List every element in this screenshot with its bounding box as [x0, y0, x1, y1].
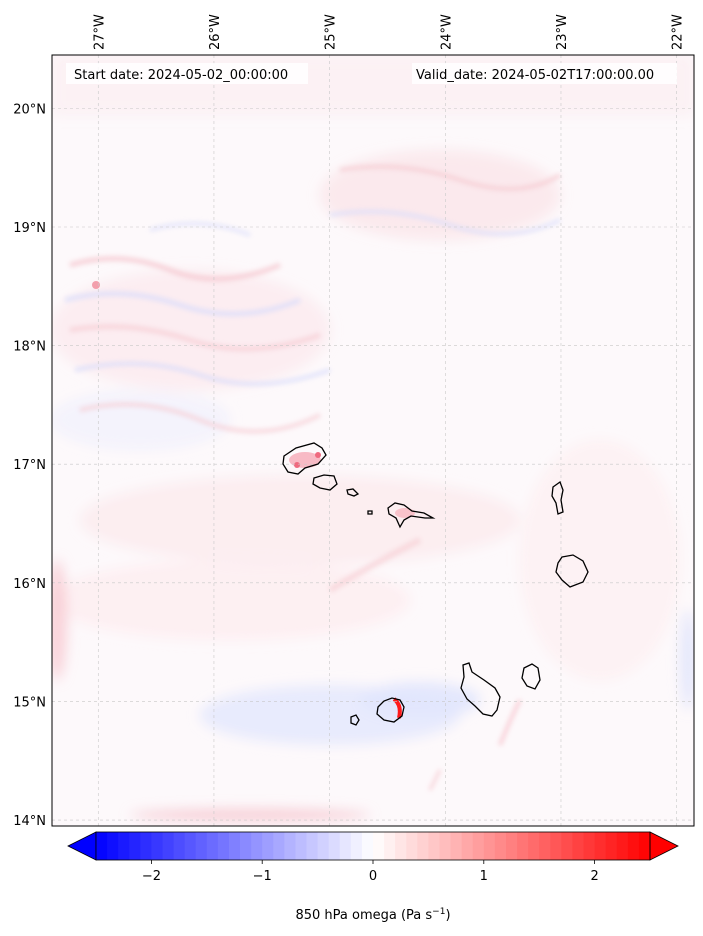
colorbar-step — [240, 832, 252, 860]
lon-tick-label: 24°W — [439, 14, 454, 50]
colorbar-step — [428, 832, 440, 860]
colorbar-step — [417, 832, 429, 860]
colorbar-extend-max — [649, 831, 679, 861]
colorbar-step — [483, 832, 496, 860]
colorbar-step — [494, 832, 507, 860]
lon-tick-label: 27°W — [92, 14, 107, 50]
colorbar-extend-min — [67, 831, 97, 861]
colorbar-label: 850 hPa omega (Pa s−1) — [295, 907, 450, 923]
colorbar-step — [450, 832, 463, 860]
colorbar-step — [594, 832, 607, 860]
colorbar-step — [317, 832, 330, 860]
lat-tick-label: 15°N — [13, 695, 46, 710]
valid-date-box — [412, 63, 677, 84]
colorbar-step — [528, 832, 540, 860]
colorbar-tick-label: −1 — [253, 869, 272, 884]
colorbar-step — [129, 832, 141, 860]
colorbar-step — [251, 832, 263, 860]
colorbar-step — [217, 832, 230, 860]
colorbar-step — [395, 832, 407, 860]
island-santiago — [460, 662, 501, 717]
colorbar-step — [583, 832, 596, 860]
colorbar-ticks: −2 −1 0 1 2 — [142, 860, 599, 884]
coastlines — [282, 442, 589, 726]
colorbar-step — [306, 832, 319, 860]
colorbar-step — [461, 832, 474, 860]
lat-tick-label: 19°N — [13, 221, 46, 236]
colorbar-step — [140, 832, 152, 860]
colorbar-step — [561, 832, 573, 860]
lon-tick-label: 23°W — [555, 14, 570, 50]
latitude-labels: 20°N 19°N 18°N 17°N 16°N 15°N 14°N — [13, 102, 46, 829]
colorbar-step — [96, 832, 108, 860]
colorbar-tick-label: 2 — [590, 869, 598, 884]
colorbar-step — [616, 832, 629, 860]
colorbar-step — [173, 832, 186, 860]
island-fogo — [376, 697, 405, 723]
colorbar-tick-label: 0 — [369, 869, 377, 884]
island-santa-luzia — [346, 488, 360, 497]
colorbar-tick-label: 1 — [480, 869, 488, 884]
colorbar-step — [505, 832, 518, 860]
colorbar-step — [339, 832, 352, 860]
valid-date: Valid_date: 2024-05-02T17:00:00.00 — [416, 68, 654, 83]
longitude-labels: 27°W 26°W 25°W 24°W 23°W 22°W — [92, 14, 685, 50]
colorbar-step — [350, 832, 363, 860]
island-maio — [521, 663, 541, 690]
colorbar-step — [361, 832, 374, 860]
island-boa-vista — [555, 554, 589, 588]
colorbar-step — [572, 832, 585, 860]
omega-hotspot-fogo — [392, 697, 402, 719]
colorbar-step — [151, 832, 163, 860]
colorbar-step — [295, 832, 308, 860]
lat-tick-label: 18°N — [13, 340, 46, 355]
lon-tick-label: 26°W — [208, 14, 223, 50]
colorbar-step — [517, 832, 529, 860]
colorbar-step — [262, 832, 274, 860]
start-date: Start date: 2024-05-02_00:00:00 — [74, 68, 288, 83]
colorbar-step — [605, 832, 618, 860]
colorbar-steps — [96, 832, 651, 860]
lat-tick-label: 14°N — [13, 814, 46, 829]
island-santo-antao — [282, 442, 327, 475]
lat-tick-label: 17°N — [13, 458, 46, 473]
colorbar-step — [107, 832, 119, 860]
colorbar-step — [406, 832, 418, 860]
colorbar-step — [162, 832, 175, 860]
colorbar-step — [627, 832, 640, 860]
omega-hotspot-ne — [92, 281, 100, 289]
island-brava — [350, 714, 360, 726]
colorbar-step — [439, 832, 452, 860]
colorbar-tick-label: −2 — [142, 869, 161, 884]
colorbar-step — [284, 832, 296, 860]
colorbar-step — [206, 832, 219, 860]
island-sal — [551, 480, 564, 515]
start-date-box — [66, 63, 308, 84]
island-sao-nicolau — [387, 502, 436, 529]
colorbar-step — [539, 832, 551, 860]
lon-tick-label: 22°W — [671, 14, 686, 50]
island-branco — [367, 510, 373, 515]
island-sao-vicente — [312, 474, 338, 491]
colorbar-step — [472, 832, 485, 860]
lat-tick-label: 20°N — [13, 102, 46, 117]
omega-wave-streaks — [64, 164, 562, 791]
colorbar-step — [273, 832, 285, 860]
colorbar-step — [373, 832, 385, 860]
map-frame — [51, 54, 695, 827]
lat-tick-label: 16°N — [13, 577, 46, 592]
colorbar-step — [228, 832, 241, 860]
colorbar-step — [638, 832, 651, 860]
colorbar-step — [384, 832, 396, 860]
colorbar: −2 −1 0 1 2 850 hPa omega (Pa s−1) — [67, 831, 679, 923]
colorbar-step — [195, 832, 208, 860]
colorbar-step — [550, 832, 562, 860]
colorbar-step — [184, 832, 197, 860]
lon-tick-label: 25°W — [324, 14, 339, 50]
colorbar-step — [328, 832, 341, 860]
colorbar-step — [118, 832, 130, 860]
gridlines — [52, 55, 694, 826]
map-panel: Start date: 2024-05-02_00:00:00 Valid_da… — [51, 54, 695, 827]
